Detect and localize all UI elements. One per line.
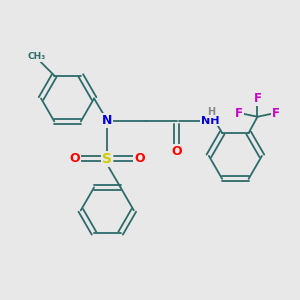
Text: H: H [207,107,215,117]
Text: O: O [70,152,80,165]
Text: N: N [102,114,112,127]
Text: O: O [171,145,182,158]
Text: F: F [235,107,243,120]
Text: NH: NH [201,116,220,126]
Text: CH₃: CH₃ [28,52,46,61]
Text: S: S [102,152,112,166]
Text: O: O [134,152,145,165]
Text: F: F [254,92,262,105]
Text: F: F [272,107,280,120]
